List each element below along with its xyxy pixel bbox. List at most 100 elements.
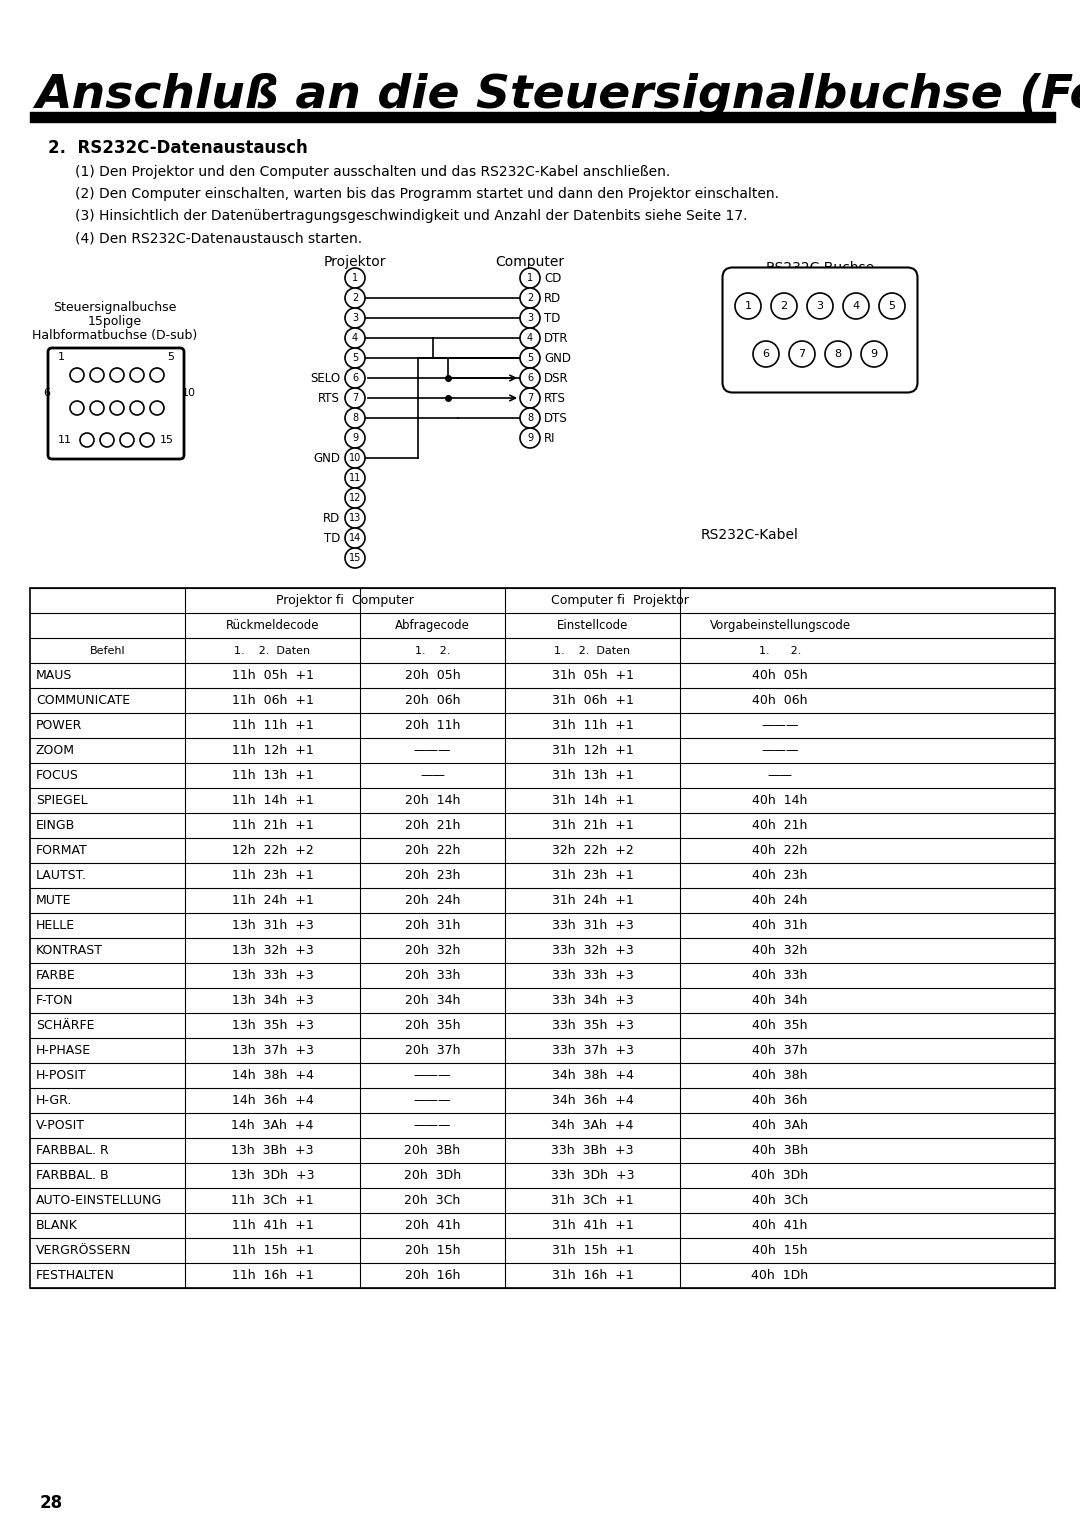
Text: 10: 10 [183,388,195,397]
Circle shape [345,309,365,329]
Text: GND: GND [313,451,340,465]
Text: FOCUS: FOCUS [36,769,79,782]
Circle shape [345,287,365,309]
Circle shape [345,267,365,287]
Text: 1.      2.: 1. 2. [759,645,801,656]
Text: 1: 1 [58,351,65,362]
Text: Projektor fi  Computer: Projektor fi Computer [276,594,414,607]
Text: 40h  1Dh: 40h 1Dh [752,1268,809,1282]
Circle shape [771,293,797,319]
Text: 20h  14h: 20h 14h [405,795,460,807]
Text: 6: 6 [43,388,50,397]
Text: (4) Den RS232C-Datenaustausch starten.: (4) Den RS232C-Datenaustausch starten. [75,231,362,244]
Text: 15: 15 [349,553,361,562]
Text: Vorgabeinstellungscode: Vorgabeinstellungscode [710,619,851,633]
Circle shape [519,287,540,309]
Text: H-POSIT: H-POSIT [36,1070,86,1082]
Text: 40h  21h: 40h 21h [753,819,808,833]
Text: 34h  3Ah  +4: 34h 3Ah +4 [551,1118,634,1132]
Text: 5: 5 [352,353,359,364]
Text: 40h  15h: 40h 15h [753,1244,808,1258]
Text: FESTHALTEN: FESTHALTEN [36,1268,114,1282]
Text: 40h  3Ah: 40h 3Ah [752,1118,808,1132]
Circle shape [789,341,815,367]
Text: 11: 11 [349,474,361,483]
Text: 11h  12h  +1: 11h 12h +1 [231,744,313,756]
Text: RD: RD [544,292,562,304]
Text: 40h  05h: 40h 05h [752,669,808,681]
Text: 7: 7 [352,393,359,403]
Text: 40h  38h: 40h 38h [753,1070,808,1082]
Text: 1.    2.  Daten: 1. 2. Daten [234,645,311,656]
Text: 31h  13h  +1: 31h 13h +1 [552,769,633,782]
Text: 33h  31h  +3: 33h 31h +3 [552,918,633,932]
Text: EINGB: EINGB [36,819,76,833]
Text: 33h  34h  +3: 33h 34h +3 [552,995,633,1007]
Text: 40h  3Ch: 40h 3Ch [752,1193,808,1207]
Text: 3: 3 [816,301,824,312]
Text: 4: 4 [852,301,860,312]
Circle shape [345,487,365,507]
Text: ———: ——— [414,1094,451,1106]
Text: 20h  21h: 20h 21h [405,819,460,833]
Text: 20h  41h: 20h 41h [405,1219,460,1232]
Text: 31h  06h  +1: 31h 06h +1 [552,694,634,707]
Text: ———: ——— [414,1118,451,1132]
Text: Projektor: Projektor [324,255,387,269]
Circle shape [735,293,761,319]
Circle shape [130,368,144,382]
Text: 2: 2 [527,293,534,303]
Text: COMMUNICATE: COMMUNICATE [36,694,130,707]
Text: 6: 6 [352,373,359,384]
Circle shape [345,507,365,529]
Text: 13h  33h  +3: 13h 33h +3 [231,969,313,983]
Circle shape [519,388,540,408]
FancyBboxPatch shape [48,348,184,458]
Text: 5: 5 [167,351,174,362]
Text: RS232C-Buchse: RS232C-Buchse [766,261,875,275]
Text: Halbformatbuchse (D-sub): Halbformatbuchse (D-sub) [32,330,198,342]
Text: 31h  05h  +1: 31h 05h +1 [552,669,634,681]
Text: KONTRAST: KONTRAST [36,944,103,957]
Text: LAUTST.: LAUTST. [36,869,86,882]
Text: 11h  21h  +1: 11h 21h +1 [231,819,313,833]
Text: BLANK: BLANK [36,1219,78,1232]
Text: 33h  33h  +3: 33h 33h +3 [552,969,633,983]
Circle shape [130,400,144,416]
Text: 4: 4 [352,333,359,342]
Text: 40h  35h: 40h 35h [753,1019,808,1031]
Text: 13h  32h  +3: 13h 32h +3 [231,944,313,957]
Text: 14h  36h  +4: 14h 36h +4 [231,1094,313,1106]
Text: SPIEGEL: SPIEGEL [36,795,87,807]
Text: 1: 1 [744,301,752,312]
Text: 31h  12h  +1: 31h 12h +1 [552,744,633,756]
Text: 40h  36h: 40h 36h [753,1094,808,1106]
Text: 40h  23h: 40h 23h [753,869,808,882]
Text: 34h  38h  +4: 34h 38h +4 [552,1070,634,1082]
Text: 12: 12 [349,494,361,503]
Text: MUTE: MUTE [36,894,71,908]
Circle shape [90,400,104,416]
Text: 32h  22h  +2: 32h 22h +2 [552,843,633,857]
Text: Befehl: Befehl [90,645,125,656]
Text: FORMAT: FORMAT [36,843,87,857]
Text: 7: 7 [798,348,806,359]
Text: 11h  3Ch  +1: 11h 3Ch +1 [231,1193,314,1207]
Text: 14: 14 [349,533,361,542]
Text: ——: —— [768,769,793,782]
Text: 20h  3Dh: 20h 3Dh [404,1169,461,1183]
Text: SCHÄRFE: SCHÄRFE [36,1019,95,1031]
Text: ———: ——— [414,1070,451,1082]
Circle shape [519,309,540,329]
Circle shape [345,529,365,549]
Text: ———: ——— [761,744,799,756]
Text: 1.    2.  Daten: 1. 2. Daten [554,645,631,656]
Text: 40h  34h: 40h 34h [753,995,808,1007]
Text: 13h  37h  +3: 13h 37h +3 [231,1044,313,1057]
Text: 1: 1 [352,274,359,283]
Text: Computer: Computer [496,255,565,269]
Text: 20h  05h: 20h 05h [405,669,460,681]
Text: 33h  37h  +3: 33h 37h +3 [552,1044,634,1057]
Text: 13h  34h  +3: 13h 34h +3 [231,995,313,1007]
Circle shape [861,341,887,367]
